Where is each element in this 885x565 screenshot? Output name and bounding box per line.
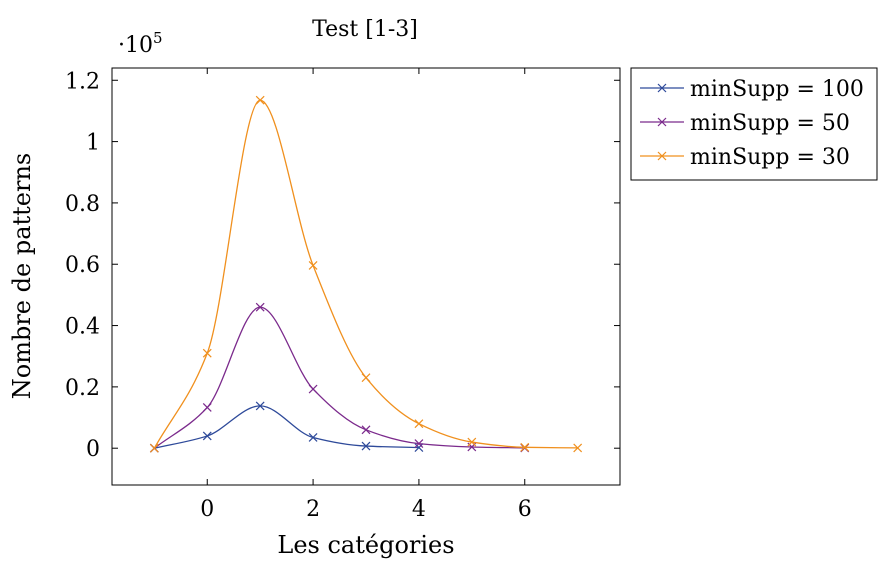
y-tick-label: 0.8 [65, 192, 100, 217]
data-point [308, 261, 318, 270]
legend-entry: minSupp = 50 [640, 111, 850, 136]
data-point [414, 443, 424, 453]
y-tick-label: 1 [86, 131, 100, 156]
data-point [361, 425, 371, 435]
data-point [573, 443, 583, 453]
y-axis: 0 0.2 0.4 0.6 0.8 1 1.2 [65, 69, 620, 462]
legend-entry: minSupp = 100 [640, 77, 864, 102]
x-tick-label: 4 [412, 497, 426, 522]
data-point [255, 95, 265, 105]
data-point [255, 401, 265, 411]
series-line [154, 405, 419, 449]
x-axis-title: Les catégories [277, 531, 454, 559]
series-layer [149, 95, 583, 453]
chart-title: Test [1-3] [312, 17, 418, 42]
y-tick-label: 1.2 [65, 69, 100, 94]
data-point [467, 437, 477, 447]
series-1 [149, 302, 530, 453]
series-line [153, 306, 525, 449]
x-tick-label: 6 [518, 497, 532, 522]
y-tick-label: 0.6 [65, 253, 100, 278]
data-point [361, 373, 371, 383]
legend-swatch-marker [657, 151, 667, 161]
x-tick-label: 0 [200, 497, 214, 522]
data-point [255, 302, 265, 312]
series-2 [149, 95, 583, 453]
y-tick-label: 0.2 [65, 376, 100, 401]
data-point [414, 439, 424, 449]
legend-label: minSupp = 30 [690, 145, 850, 170]
series-line [153, 99, 578, 449]
y-scale-exponent: 5 [153, 29, 163, 47]
legend-box [630, 67, 878, 181]
legend-label: minSupp = 50 [690, 111, 850, 136]
y-scale-label: ·105 [118, 29, 163, 58]
data-point [202, 348, 212, 358]
plot-frame [111, 67, 621, 486]
x-tick-label: 2 [306, 497, 320, 522]
y-scale-base: ·10 [118, 33, 153, 58]
legend-label: minSupp = 100 [690, 77, 864, 102]
x-axis: 0 2 4 6 [200, 68, 532, 522]
data-point [202, 403, 212, 412]
legend: minSupp = 100 minSupp = 50 minSupp = 30 [630, 67, 878, 181]
legend-swatch-marker [657, 83, 667, 93]
legend-entry: minSupp = 30 [640, 145, 850, 170]
data-point [520, 442, 530, 452]
data-point [361, 441, 371, 451]
data-point [414, 419, 424, 429]
data-point [202, 431, 212, 441]
data-point [308, 433, 318, 442]
svg-text:·105: ·105 [118, 29, 163, 58]
y-tick-label: 0.4 [65, 315, 100, 340]
data-point [308, 384, 318, 394]
y-tick-label: 0 [86, 437, 100, 462]
y-axis-title: Nombre de patterns [8, 153, 36, 399]
series-0 [149, 401, 424, 453]
legend-swatch-marker [657, 117, 667, 127]
data-point [149, 443, 159, 453]
